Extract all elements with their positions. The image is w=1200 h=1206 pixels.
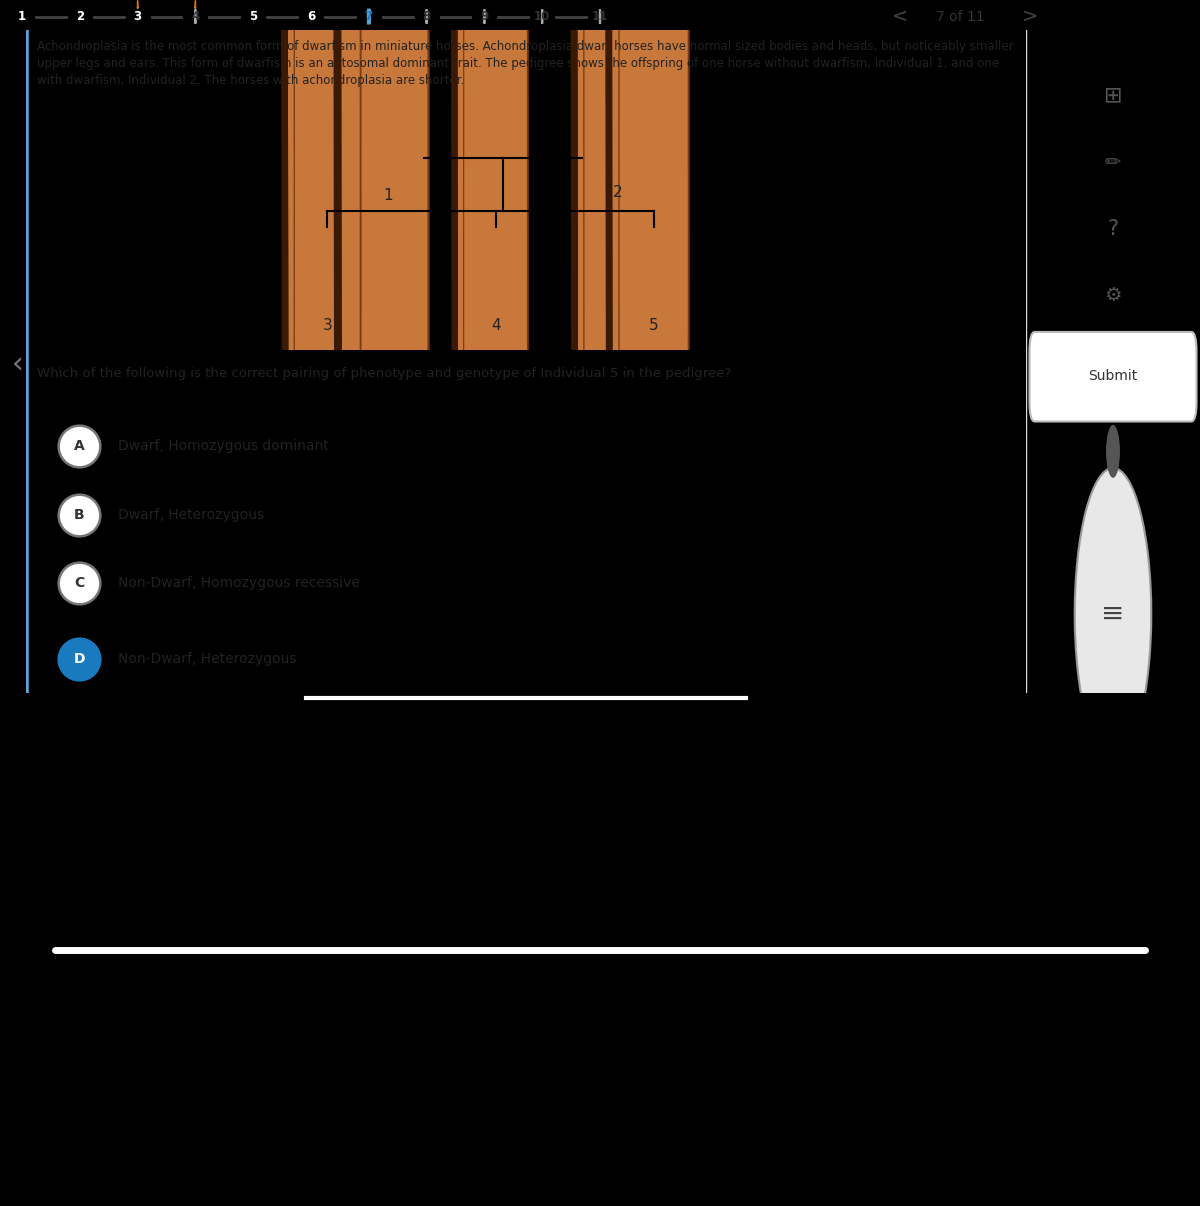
Circle shape	[1075, 468, 1151, 760]
Ellipse shape	[294, 0, 361, 1206]
Point	[70, 437, 89, 456]
Text: 3: 3	[133, 10, 142, 23]
Text: Non-Dwarf, Heterozygous: Non-Dwarf, Heterozygous	[118, 652, 296, 666]
Text: Submit: Submit	[1088, 369, 1138, 384]
Ellipse shape	[576, 0, 611, 1206]
Text: B: B	[74, 508, 85, 522]
Text: 8: 8	[422, 10, 431, 23]
Text: ⊞: ⊞	[1104, 87, 1122, 106]
Ellipse shape	[612, 0, 647, 1206]
Text: 7 of 11: 7 of 11	[936, 10, 984, 24]
Text: ✏: ✏	[1105, 153, 1121, 172]
Text: 2: 2	[613, 186, 623, 200]
Text: A: A	[74, 439, 85, 453]
Text: 2: 2	[76, 10, 84, 23]
Ellipse shape	[660, 0, 686, 1206]
Text: 10: 10	[534, 10, 551, 23]
Text: 7: 7	[365, 10, 373, 23]
Point	[70, 649, 89, 668]
Text: 9: 9	[480, 10, 488, 23]
Text: 5: 5	[649, 318, 659, 333]
Ellipse shape	[619, 0, 689, 1206]
Text: 11: 11	[592, 10, 608, 23]
Ellipse shape	[334, 0, 358, 1206]
Text: 4: 4	[491, 318, 500, 333]
Circle shape	[1106, 425, 1120, 478]
FancyBboxPatch shape	[1030, 332, 1196, 421]
Text: D: D	[73, 652, 85, 666]
Ellipse shape	[502, 0, 526, 1206]
Point	[70, 505, 89, 525]
Point	[70, 574, 89, 593]
Text: 4: 4	[191, 10, 199, 23]
Text: 6: 6	[307, 10, 316, 23]
Text: ⚙: ⚙	[1104, 286, 1122, 305]
Ellipse shape	[618, 0, 689, 1206]
Text: ≡: ≡	[1102, 599, 1124, 628]
Ellipse shape	[463, 0, 528, 1206]
Ellipse shape	[583, 0, 653, 1206]
Ellipse shape	[349, 0, 428, 1206]
Ellipse shape	[463, 0, 528, 1206]
Text: 1: 1	[384, 188, 394, 204]
Text: Which of the following is the correct pairing of phenotype and genotype of Indiv: Which of the following is the correct pa…	[36, 367, 731, 380]
Text: 3: 3	[323, 318, 332, 333]
Text: 5: 5	[250, 10, 257, 23]
Text: >: >	[1022, 7, 1038, 27]
Text: ›: ›	[7, 347, 19, 376]
Ellipse shape	[294, 0, 360, 1206]
Text: Dwarf, Heterozygous: Dwarf, Heterozygous	[118, 508, 264, 522]
Text: Achondroplasia is the most common form of dwarfism in miniature horses. Achondro: Achondroplasia is the most common form o…	[36, 40, 1013, 87]
Text: <: <	[892, 7, 908, 27]
Text: C: C	[74, 576, 84, 591]
Text: Dwarf, Homozygous dominant: Dwarf, Homozygous dominant	[118, 439, 329, 453]
Ellipse shape	[624, 0, 649, 1206]
Text: ?: ?	[1108, 219, 1118, 239]
Text: 1: 1	[18, 10, 26, 23]
Text: Non-Dwarf, Homozygous recessive: Non-Dwarf, Homozygous recessive	[118, 576, 360, 591]
Ellipse shape	[287, 0, 320, 1206]
Ellipse shape	[584, 0, 652, 1206]
Ellipse shape	[348, 0, 428, 1206]
Ellipse shape	[457, 0, 490, 1206]
Ellipse shape	[396, 0, 425, 1206]
Ellipse shape	[341, 0, 380, 1206]
